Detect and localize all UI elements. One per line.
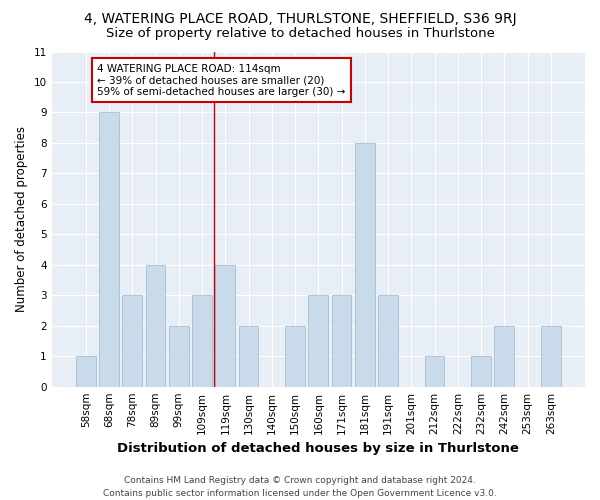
Bar <box>99 112 119 386</box>
Bar <box>494 326 514 386</box>
Text: Size of property relative to detached houses in Thurlstone: Size of property relative to detached ho… <box>106 28 494 40</box>
Bar <box>471 356 491 386</box>
Bar <box>169 326 188 386</box>
Bar <box>425 356 445 386</box>
Bar <box>215 265 235 386</box>
Bar <box>332 296 352 386</box>
Bar <box>122 296 142 386</box>
Bar <box>76 356 95 386</box>
Text: 4, WATERING PLACE ROAD, THURLSTONE, SHEFFIELD, S36 9RJ: 4, WATERING PLACE ROAD, THURLSTONE, SHEF… <box>83 12 517 26</box>
Bar <box>308 296 328 386</box>
X-axis label: Distribution of detached houses by size in Thurlstone: Distribution of detached houses by size … <box>118 442 519 455</box>
Bar <box>192 296 212 386</box>
Y-axis label: Number of detached properties: Number of detached properties <box>15 126 28 312</box>
Text: Contains HM Land Registry data © Crown copyright and database right 2024.
Contai: Contains HM Land Registry data © Crown c… <box>103 476 497 498</box>
Bar <box>355 143 375 386</box>
Bar <box>541 326 561 386</box>
Bar <box>378 296 398 386</box>
Bar <box>146 265 166 386</box>
Bar <box>285 326 305 386</box>
Text: 4 WATERING PLACE ROAD: 114sqm
← 39% of detached houses are smaller (20)
59% of s: 4 WATERING PLACE ROAD: 114sqm ← 39% of d… <box>97 64 346 97</box>
Bar <box>239 326 259 386</box>
